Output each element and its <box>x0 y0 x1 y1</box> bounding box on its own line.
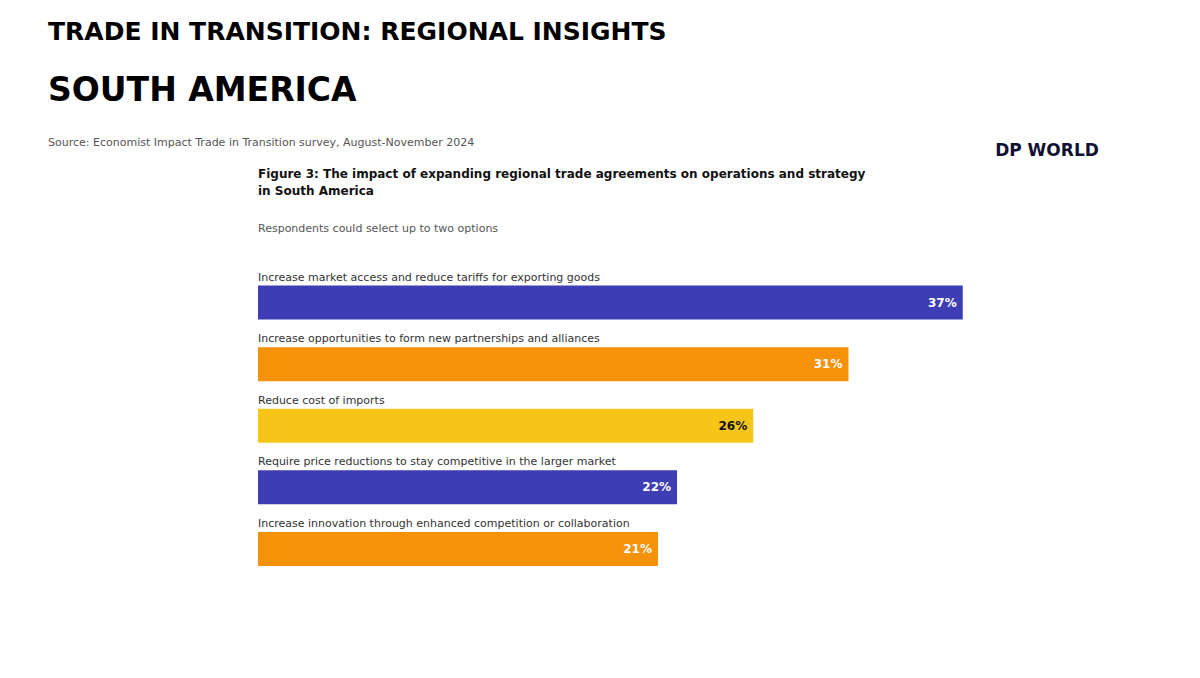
svg-text:Reduce cost of imports: Reduce cost of imports <box>258 394 385 407</box>
html-text:DP WORLD: DP WORLD <box>995 140 1099 160</box>
svg-text:Increase market access and red: Increase market access and reduce tariff… <box>258 271 600 284</box>
html-text:Source: Economist Impact Trade: Source: Economist Impact Trade in Transi… <box>48 136 475 149</box>
svg-text:22%: 22% <box>642 480 671 494</box>
html-text:Figure 3: The impact of expand: Figure 3: The impact of expanding region… <box>258 167 866 199</box>
svg-text:Require price reductions to st: Require price reductions to stay competi… <box>258 455 616 468</box>
svg-text:Increase innovation through en: Increase innovation through enhanced com… <box>258 517 630 530</box>
svg-text:26%: 26% <box>719 419 748 433</box>
html-text:Respondents could select up to: Respondents could select up to two optio… <box>258 222 499 235</box>
html-text:TRADE IN TRANSITION: REGIONAL: TRADE IN TRANSITION: REGIONAL INSIGHTS <box>48 17 667 46</box>
html-text:SOUTH AMERICA: SOUTH AMERICA <box>48 70 357 109</box>
svg-text:21%: 21% <box>623 542 652 556</box>
svg-text:Increase opportunities to form: Increase opportunities to form new partn… <box>258 332 600 345</box>
svg-text:37%: 37% <box>928 296 957 310</box>
svg-text:31%: 31% <box>814 357 843 371</box>
